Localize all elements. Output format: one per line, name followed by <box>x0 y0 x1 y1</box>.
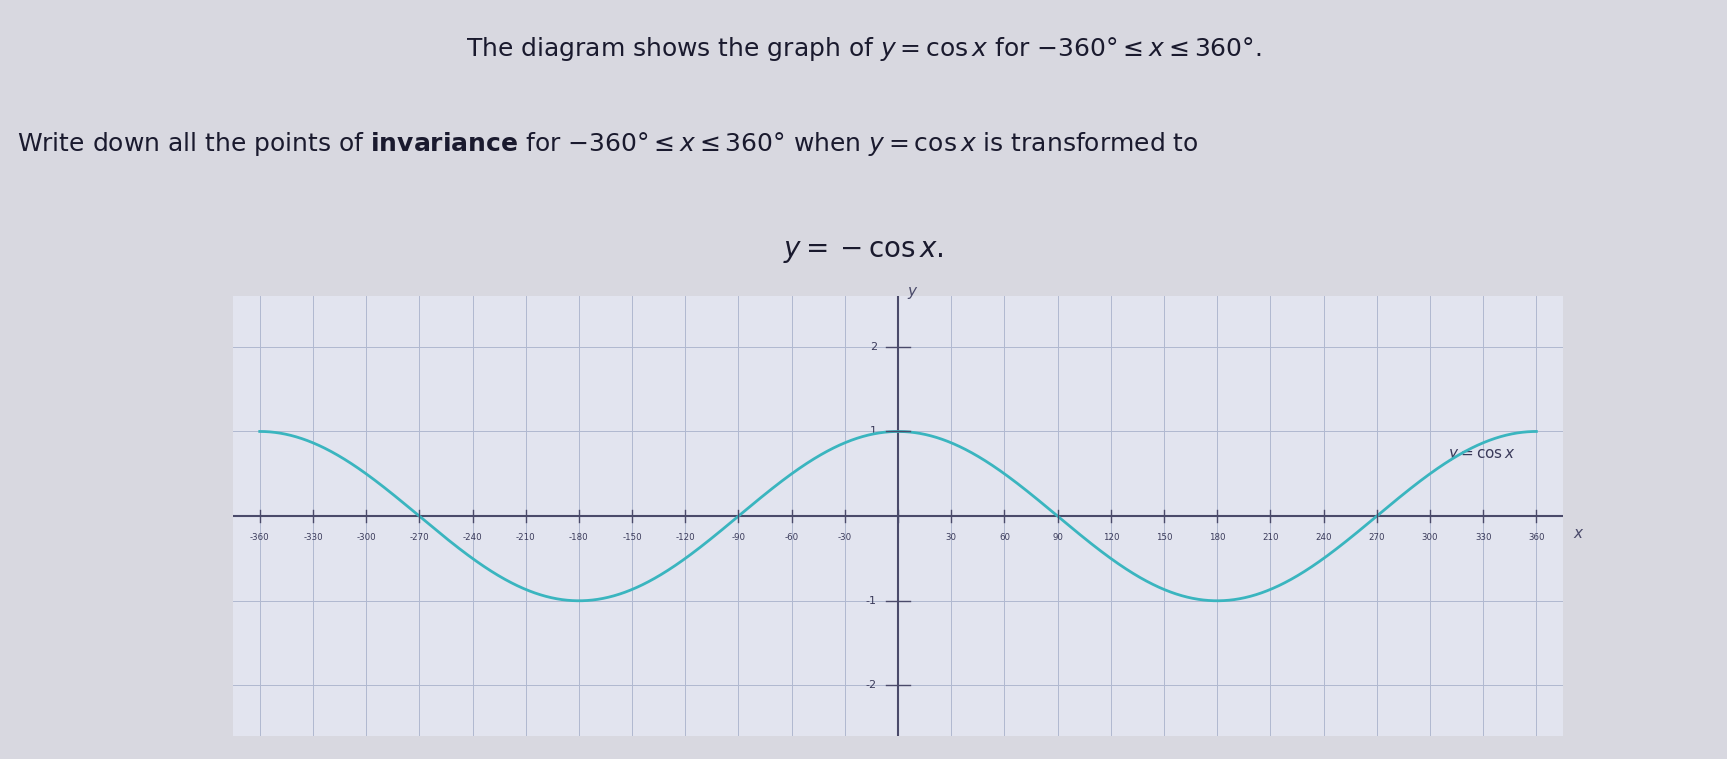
Text: 300: 300 <box>1421 533 1439 542</box>
Text: 360: 360 <box>1528 533 1544 542</box>
Text: x: x <box>1573 526 1582 541</box>
Text: The diagram shows the graph of $y = \cos x$ for $-360° \leq x \leq 360°$.: The diagram shows the graph of $y = \cos… <box>466 35 1261 62</box>
Text: -90: -90 <box>732 533 746 542</box>
Text: 90: 90 <box>1052 533 1064 542</box>
Text: 30: 30 <box>946 533 957 542</box>
Text: -330: -330 <box>304 533 323 542</box>
Text: 330: 330 <box>1475 533 1492 542</box>
Text: -180: -180 <box>570 533 589 542</box>
Text: -300: -300 <box>356 533 376 542</box>
Text: -30: -30 <box>838 533 851 542</box>
Text: Write down all the points of $\mathbf{invariance}$ for $-360° \leq x \leq 360°$ : Write down all the points of $\mathbf{in… <box>17 130 1199 158</box>
Text: 150: 150 <box>1155 533 1173 542</box>
Text: 1: 1 <box>870 427 877 436</box>
Text: -240: -240 <box>463 533 482 542</box>
Text: -360: -360 <box>250 533 269 542</box>
Text: 60: 60 <box>998 533 1010 542</box>
Text: -270: -270 <box>409 533 428 542</box>
Text: 120: 120 <box>1102 533 1119 542</box>
Text: $y = -\cos x$.: $y = -\cos x$. <box>782 237 945 264</box>
Text: $y = \cos x$: $y = \cos x$ <box>1447 447 1515 463</box>
Text: -120: -120 <box>675 533 694 542</box>
Text: -2: -2 <box>865 680 877 691</box>
Text: 180: 180 <box>1209 533 1226 542</box>
Text: 2: 2 <box>870 342 877 352</box>
Text: -210: -210 <box>516 533 535 542</box>
Text: 240: 240 <box>1316 533 1332 542</box>
Text: -60: -60 <box>784 533 798 542</box>
Text: 270: 270 <box>1368 533 1385 542</box>
Text: 210: 210 <box>1262 533 1278 542</box>
Text: -150: -150 <box>622 533 642 542</box>
Text: -1: -1 <box>865 596 877 606</box>
Text: y: y <box>907 285 915 299</box>
